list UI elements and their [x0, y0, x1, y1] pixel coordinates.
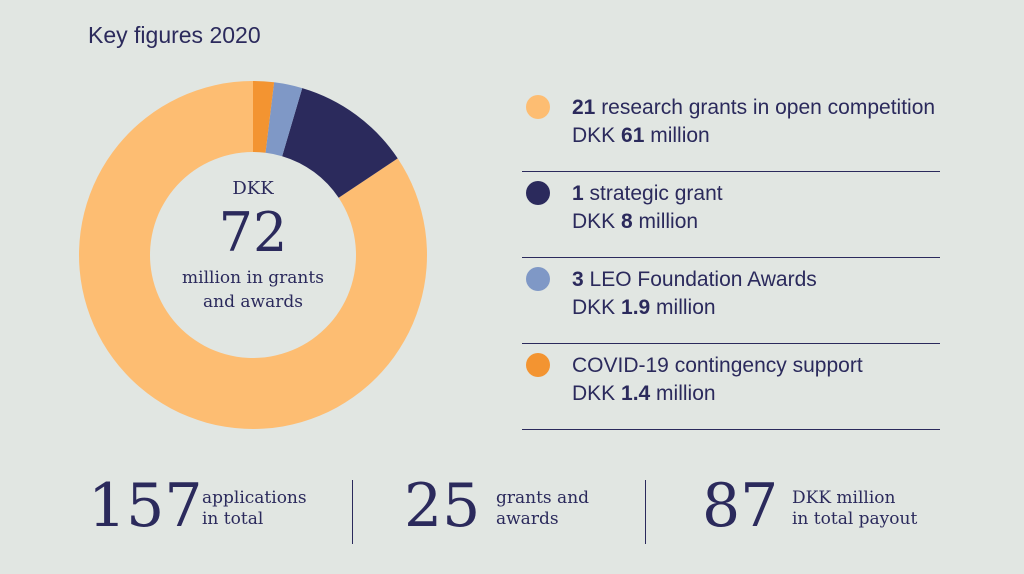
legend-post: million	[644, 124, 710, 147]
stat-value: 25	[404, 471, 481, 541]
donut-chart	[79, 81, 428, 429]
center-desc-line1: million in grants	[182, 268, 324, 288]
legend-amount: 61	[621, 124, 645, 147]
stat-divider	[352, 480, 353, 544]
legend-text: COVID-19 contingency support	[572, 354, 863, 377]
donut-center-label: DKK 72 million in grants and awards	[153, 178, 353, 313]
stat-divider	[645, 480, 646, 544]
legend-amount: 1.4	[621, 382, 651, 405]
legend-dot-leo-awards	[526, 267, 550, 291]
legend-amount: 1.9	[621, 296, 651, 319]
slice-covid-support	[253, 81, 275, 153]
legend-pre: DKK	[572, 296, 622, 319]
center-currency: DKK	[232, 178, 274, 199]
legend-dot-covid-support	[526, 353, 550, 377]
legend-text: research grants in open competition	[595, 96, 936, 119]
legend-item-strategic-grant: 1 strategic grant DKK 8 million	[522, 172, 940, 258]
center-value: 72	[218, 201, 288, 264]
legend-post: million	[650, 296, 716, 319]
legend-post: million	[632, 210, 699, 233]
legend-post: million	[650, 382, 716, 405]
legend-dot-strategic-grant	[526, 181, 550, 205]
stat-label: applications in total	[202, 488, 352, 530]
legend-line2: DKK 1.4 million	[572, 380, 940, 408]
legend-text: strategic grant	[583, 182, 723, 205]
legend-count: 21	[572, 96, 596, 119]
legend-line2: DKK 8 million	[572, 208, 940, 236]
legend-line1: 1 strategic grant	[572, 180, 940, 208]
legend-line2: DKK 61 million	[572, 122, 940, 150]
legend-item-research-grants: 21 research grants in open competition D…	[522, 86, 940, 172]
stat-label-line2: awards	[496, 509, 559, 529]
page-title: Key figures 2020	[88, 22, 261, 48]
legend-amount: 8	[621, 210, 633, 233]
stat-label: DKK million in total payout	[792, 488, 942, 530]
legend-dot-research-grants	[526, 95, 550, 119]
legend: 21 research grants in open competition D…	[522, 86, 940, 430]
slice-research-grants	[79, 81, 428, 429]
stat-value: 157	[88, 471, 203, 541]
stat-label-line2: in total payout	[792, 509, 918, 529]
legend-pre: DKK	[572, 210, 622, 233]
slice-leo-awards	[265, 82, 303, 157]
stat-label-line2: in total	[202, 509, 264, 529]
center-desc-line2: and awards	[203, 292, 303, 312]
legend-count: 1	[572, 182, 584, 205]
stat-label-line1: applications	[202, 488, 307, 508]
legend-item-covid-support: COVID-19 contingency support DKK 1.4 mil…	[522, 344, 940, 430]
legend-pre: DKK	[572, 382, 622, 405]
legend-line1: 3 LEO Foundation Awards	[572, 266, 940, 294]
legend-line1: COVID-19 contingency support	[572, 352, 940, 380]
slice-strategic-grant	[282, 88, 398, 198]
legend-text: LEO Foundation Awards	[583, 268, 817, 291]
legend-item-leo-awards: 3 LEO Foundation Awards DKK 1.9 million	[522, 258, 940, 344]
legend-line2: DKK 1.9 million	[572, 294, 940, 322]
stat-label-line1: grants and	[496, 488, 590, 508]
legend-count: 3	[572, 268, 584, 291]
stat-label-line1: DKK million	[792, 488, 896, 508]
stat-value: 87	[702, 471, 779, 541]
legend-pre: DKK	[572, 124, 622, 147]
legend-line1: 21 research grants in open competition	[572, 94, 940, 122]
stat-label: grants and awards	[496, 488, 646, 530]
